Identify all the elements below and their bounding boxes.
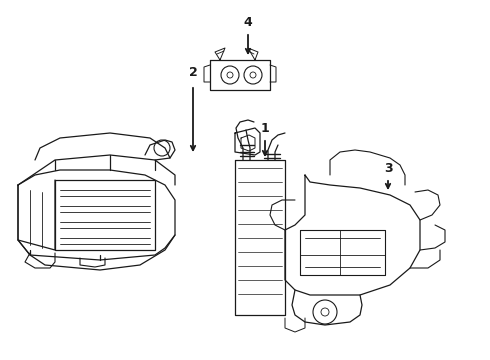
Text: 4: 4 [244,15,252,28]
Text: 2: 2 [189,67,197,80]
Text: 3: 3 [384,162,392,175]
Text: 1: 1 [261,122,270,135]
